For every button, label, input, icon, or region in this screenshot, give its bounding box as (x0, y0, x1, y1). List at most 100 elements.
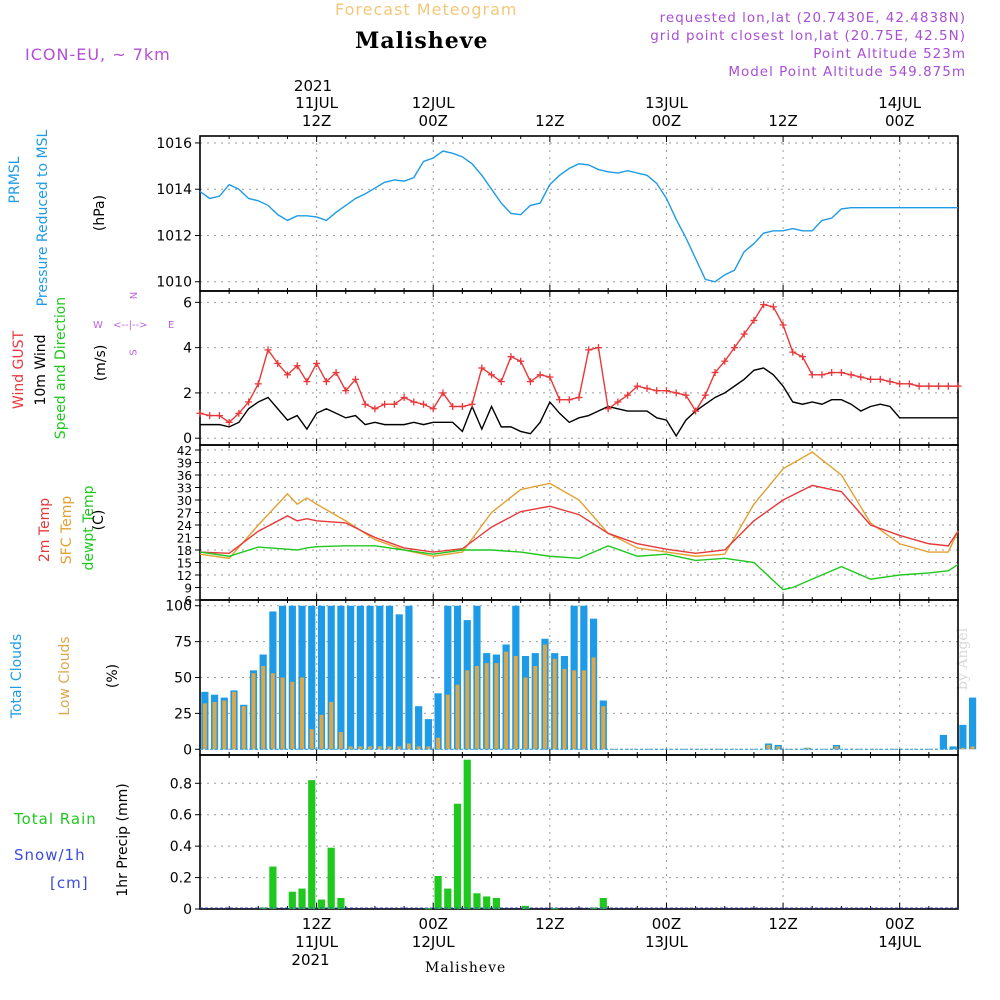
low-cloud-bar (387, 746, 392, 750)
rain-label: Total Rain (14, 810, 97, 828)
precip-ytick-label: 0.2 (170, 871, 192, 887)
chart-subtitle: Forecast Meteogram (335, 0, 518, 19)
pressure-ytick-label: 1016 (156, 136, 192, 152)
total-cloud-bar (424, 719, 432, 750)
low-cloud-bar (455, 684, 460, 750)
total-cloud-bar (405, 605, 413, 750)
rain-bar (589, 907, 598, 909)
total-cloud-bar (347, 605, 355, 750)
top-ticks-label: 11JUL (295, 94, 339, 112)
low-cloud-bar (426, 746, 431, 750)
compass-w: W (93, 320, 105, 331)
low-cloud-bar (523, 677, 528, 750)
clouds-ytick-label: 50 (174, 671, 192, 687)
temp-ytick-label: 33 (177, 482, 192, 496)
temp-ytick-label: 6 (184, 594, 192, 608)
low-cloud-bar (834, 746, 839, 750)
wind-ytick-label: 0 (183, 431, 192, 447)
gridpoint-coords: grid point closest lon,lat (20.75E, 42.5… (650, 28, 966, 44)
total-cloud-bar (453, 605, 462, 750)
temp-ytick-label: 30 (177, 494, 192, 508)
cloud-bars (200, 605, 977, 750)
model-altitude: Model Point Altitude 549.875m (728, 64, 966, 80)
rain-bar (551, 908, 559, 910)
low-cloud-bar (212, 701, 217, 750)
rain-bar (298, 888, 306, 909)
low-cloud-bar (416, 746, 421, 750)
low-cloud-bar (280, 677, 285, 750)
precip-frame (199, 754, 959, 910)
rain-bar (473, 893, 481, 909)
rain-bar (288, 891, 296, 909)
bottom-ticks-label: 00Z (418, 915, 448, 933)
wind-ytick-label: 4 (183, 341, 192, 357)
low-cloud-bar (241, 706, 246, 750)
precip-ytick-label: 0.4 (170, 839, 192, 855)
snow-label: Snow/1h (14, 846, 86, 864)
low-cloud-bar (445, 694, 450, 750)
low-cloud-bar (562, 668, 567, 750)
bottom-location-label: Malisheve (425, 960, 507, 976)
total-cloud-bar (939, 734, 948, 750)
low-cloud-bar (232, 691, 237, 750)
total-cloud-bar (308, 605, 316, 750)
low-cloud-bar (601, 706, 606, 750)
t2m-line (199, 484, 959, 555)
temp-ytick-label: 12 (177, 569, 192, 583)
requested-coords: requested lon,lat (20.7430E, 42.4838N) (659, 10, 966, 26)
wind-ytick-label: 2 (183, 386, 192, 402)
low-cloud-bar (397, 746, 402, 750)
bottom-ticks-label: 13JUL (645, 933, 688, 951)
bottom-ticks-label: 12Z (535, 915, 565, 933)
rain-bar (453, 803, 462, 909)
rain-bar (424, 908, 432, 910)
total-cloud-bar (434, 693, 442, 750)
low-cloud-bar (960, 747, 965, 750)
low-cloud-bar (436, 737, 441, 750)
compass-arrows-horizontal: <--|--> (113, 320, 148, 331)
total-cloud-bar (327, 605, 335, 750)
dewpt-line (199, 545, 959, 591)
low-cloud-bar (552, 658, 557, 750)
low-cloud-bar (474, 666, 479, 750)
temp-ytick-label: 39 (177, 457, 192, 471)
temp-ytick-label: 18 (177, 544, 192, 558)
temp-frame (199, 444, 959, 601)
rain-bar (308, 780, 316, 909)
total-cloud-bar (949, 746, 957, 750)
low-cloud-bar (309, 729, 314, 750)
total-cloud-bar (395, 614, 403, 750)
low-cloud-bar (406, 743, 411, 750)
rain-bar (327, 847, 335, 909)
pressure-ytick-label: 1014 (156, 182, 192, 198)
low-cloud-bar (504, 651, 509, 750)
precip-ytick-label: 0 (183, 902, 192, 918)
top-year-label: 2021 (293, 77, 333, 95)
low-cloud-bar (348, 746, 353, 750)
low-cloud-bar (542, 644, 547, 750)
chart-title: Malisheve (355, 28, 489, 54)
top-ticks-label: 12JUL (411, 94, 455, 112)
low-cloud-bar (290, 681, 295, 750)
rain-bar (434, 876, 442, 909)
low-cloud-bar (261, 666, 266, 750)
low-cloud-bar (222, 700, 227, 750)
low-cloud-bar (465, 670, 470, 750)
total-cloud-bar (376, 605, 384, 750)
rain-bar (599, 898, 607, 909)
low-cloud-bar (329, 701, 334, 750)
rain-bar (317, 899, 326, 909)
top-ticks-label: 13JUL (645, 94, 688, 112)
point-altitude: Point Altitude 523m (813, 46, 966, 62)
top-ticks-label: 00Z (651, 112, 682, 130)
low-cloud-bar (513, 655, 518, 750)
rain-bar (337, 898, 345, 909)
low-cloud-bar (805, 747, 810, 750)
low-cloud-bar (368, 746, 373, 750)
bottom-ticks-label: 14JUL (878, 933, 922, 951)
low-cloud-bar (591, 657, 596, 750)
pressure-ytick-label: 1012 (156, 228, 192, 244)
rain-bar (269, 866, 277, 909)
low-cloud-bar (533, 666, 538, 750)
